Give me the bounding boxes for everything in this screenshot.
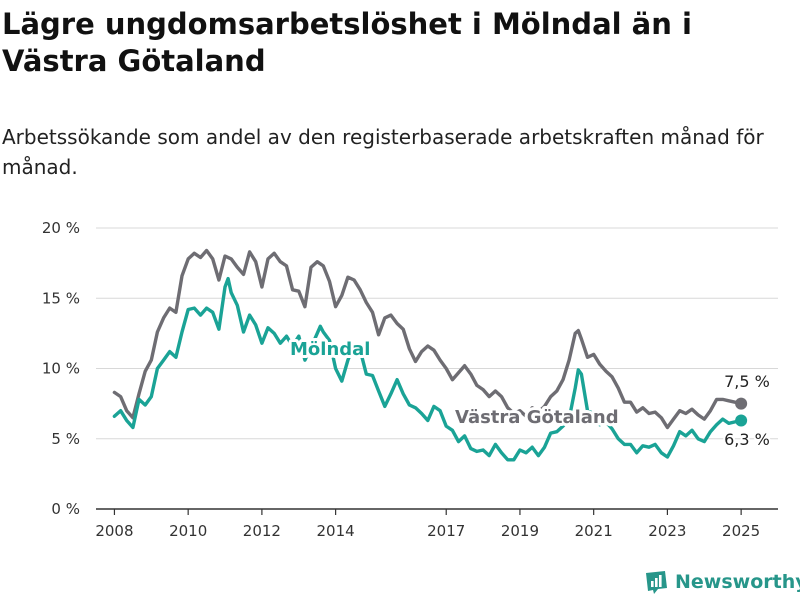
x-tick-label: 2019 <box>501 522 539 540</box>
x-tick-label: 2023 <box>648 522 686 540</box>
end-point-v-stra-g-taland <box>735 397 748 410</box>
x-tick-label: 2017 <box>427 522 465 540</box>
series-line-m-lndal <box>112 276 743 462</box>
x-tick-label: 2014 <box>317 522 355 540</box>
x-tick-label: 2021 <box>575 522 613 540</box>
chart-title: Lägre ungdomsarbetslöshet i Mölndal än i… <box>2 7 692 78</box>
x-tick-label: 2010 <box>169 522 207 540</box>
end-point-m-lndal <box>735 414 748 427</box>
brand-name: Newsworthy <box>675 571 800 593</box>
x-tick-label: 2008 <box>95 522 133 540</box>
y-tick-label: 5 % <box>51 430 80 448</box>
end-value-label-v-stra-g-taland: 7,5 % <box>724 372 770 391</box>
series-line-v-stra-g-taland <box>112 248 743 430</box>
newsworthy-logo: Newsworthy <box>645 570 800 594</box>
x-tick-label: 2025 <box>722 522 760 540</box>
chart-subtitle: Arbetssökande som andel av den registerb… <box>2 125 764 179</box>
series-label-m-lndal: Mölndal <box>290 339 370 360</box>
y-tick-label: 0 % <box>51 500 80 518</box>
line-chart: 0 % 5 % 10 % 15 % 20 % 2008 2010 2012 2014 2017 20… <box>42 219 778 540</box>
x-tick-label: 2012 <box>243 522 281 540</box>
end-value-label-m-lndal: 6,3 % <box>724 430 770 449</box>
series-label-v-stra-g-taland: Västra Götaland <box>455 407 619 428</box>
y-tick-label: 10 % <box>42 360 80 378</box>
y-tick-label: 15 % <box>42 289 80 307</box>
y-tick-label: 20 % <box>42 219 80 237</box>
bar-chart-icon <box>646 571 667 594</box>
